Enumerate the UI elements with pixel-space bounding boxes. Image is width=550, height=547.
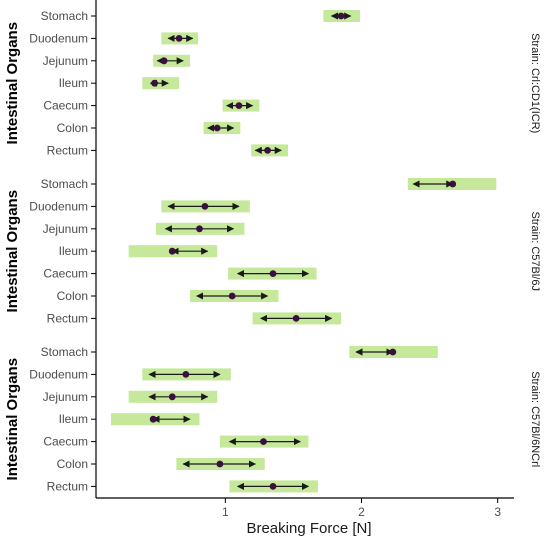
strain-strip-label: Strain: C57Bl/6NCrl bbox=[529, 371, 541, 467]
mean-point bbox=[168, 393, 176, 401]
y-tick-label: Colon bbox=[57, 289, 88, 303]
mean-point bbox=[260, 438, 267, 445]
y-tick-label: Rectum bbox=[47, 311, 88, 325]
y-tick-label: Colon bbox=[57, 121, 88, 135]
mean-point bbox=[182, 371, 190, 378]
mean-point bbox=[264, 147, 271, 154]
mean-point bbox=[168, 247, 176, 255]
y-tick-label: Stomach bbox=[41, 345, 88, 359]
mean-point bbox=[389, 348, 397, 356]
y-tick-label: Caecum bbox=[43, 435, 88, 449]
y-tick-label: Duodenum bbox=[29, 31, 88, 45]
marks-layer bbox=[110, 10, 497, 493]
strip-labels-layer: Strain: Crl:CD1(ICR) Strain: C57Bl/6J Stra… bbox=[529, 33, 541, 467]
mean-point bbox=[160, 57, 168, 65]
strain-strip-label: Strain: C57Bl/6J bbox=[529, 211, 541, 290]
y-tick-label: Duodenum bbox=[29, 199, 88, 213]
x-axis-title: Breaking Force [N] bbox=[246, 520, 371, 537]
mean-point bbox=[235, 102, 243, 109]
mean-point bbox=[175, 35, 183, 42]
y-tick-label: Stomach bbox=[41, 9, 88, 23]
mean-point bbox=[216, 460, 224, 468]
y-tick-label: Jejunum bbox=[43, 390, 88, 404]
y-axis-title: Intestinal Organs bbox=[4, 22, 21, 145]
x-tick-label: 1 bbox=[222, 505, 229, 519]
mean-point bbox=[201, 203, 209, 210]
y-tick-label: Rectum bbox=[47, 143, 88, 157]
mean-point bbox=[337, 12, 345, 20]
mean-point bbox=[269, 270, 277, 277]
y-tick-label: Jejunum bbox=[43, 222, 88, 236]
y-tick-label: Duodenum bbox=[29, 367, 88, 381]
y-axis-title: Intestinal Organs bbox=[4, 190, 21, 313]
mean-point bbox=[149, 415, 157, 423]
y-axis-title: Intestinal Organs bbox=[4, 358, 21, 481]
mean-point bbox=[213, 124, 221, 132]
x-tick-label: 3 bbox=[494, 505, 501, 519]
y-tick-label: Caecum bbox=[43, 267, 88, 281]
x-tick-label: 2 bbox=[358, 505, 365, 519]
mean-point bbox=[269, 483, 277, 490]
y-tick-label: Rectum bbox=[47, 479, 88, 493]
y-tick-label: Stomach bbox=[41, 177, 88, 191]
mean-point bbox=[151, 79, 158, 87]
mean-point bbox=[228, 292, 236, 300]
y-axis-layer: Intestinal Organs Stomach Duodenum Jejunum I… bbox=[4, 0, 97, 498]
y-tick-label: Ileum bbox=[59, 76, 88, 90]
y-tick-label: Caecum bbox=[43, 99, 88, 113]
y-tick-label: Ileum bbox=[59, 412, 88, 426]
strain-strip-label: Strain: Crl:CD1(ICR) bbox=[529, 33, 541, 133]
y-tick-label: Colon bbox=[57, 457, 88, 471]
x-axis-layer: 1 2 3 bbox=[96, 497, 514, 519]
mean-point bbox=[196, 225, 203, 233]
mean-point bbox=[292, 315, 300, 322]
y-tick-label: Ileum bbox=[59, 244, 88, 258]
mean-point bbox=[449, 180, 457, 188]
y-tick-label: Jejunum bbox=[43, 54, 88, 68]
